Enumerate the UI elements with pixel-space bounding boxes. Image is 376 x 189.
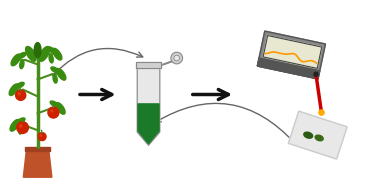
Polygon shape [53, 48, 62, 60]
Circle shape [40, 135, 42, 136]
Polygon shape [10, 119, 19, 131]
Polygon shape [9, 84, 18, 95]
Circle shape [51, 110, 53, 112]
Circle shape [319, 110, 324, 115]
Polygon shape [52, 108, 56, 117]
Polygon shape [56, 103, 65, 114]
Polygon shape [39, 46, 50, 61]
Polygon shape [19, 125, 23, 134]
Circle shape [18, 93, 20, 95]
Polygon shape [34, 43, 41, 58]
Ellipse shape [315, 135, 323, 141]
Ellipse shape [304, 132, 312, 138]
Polygon shape [51, 67, 59, 73]
Polygon shape [25, 147, 50, 151]
Circle shape [16, 90, 26, 100]
Circle shape [38, 133, 46, 141]
Polygon shape [11, 54, 20, 66]
Polygon shape [17, 118, 25, 124]
Polygon shape [263, 36, 322, 68]
Circle shape [20, 125, 22, 127]
Polygon shape [47, 47, 55, 53]
Polygon shape [257, 58, 320, 79]
Polygon shape [288, 111, 347, 159]
Polygon shape [20, 60, 24, 69]
Polygon shape [26, 46, 36, 61]
Polygon shape [16, 82, 24, 88]
Polygon shape [257, 31, 326, 79]
Circle shape [314, 72, 318, 76]
Polygon shape [18, 53, 26, 59]
Polygon shape [138, 104, 159, 144]
Polygon shape [136, 62, 161, 68]
Circle shape [171, 52, 183, 64]
Polygon shape [50, 101, 59, 107]
Circle shape [17, 122, 29, 133]
Polygon shape [49, 54, 53, 63]
Polygon shape [53, 74, 57, 83]
Circle shape [48, 107, 59, 118]
Polygon shape [18, 90, 22, 98]
Polygon shape [137, 68, 160, 145]
Polygon shape [57, 68, 66, 80]
Circle shape [174, 55, 180, 61]
Polygon shape [23, 151, 52, 177]
